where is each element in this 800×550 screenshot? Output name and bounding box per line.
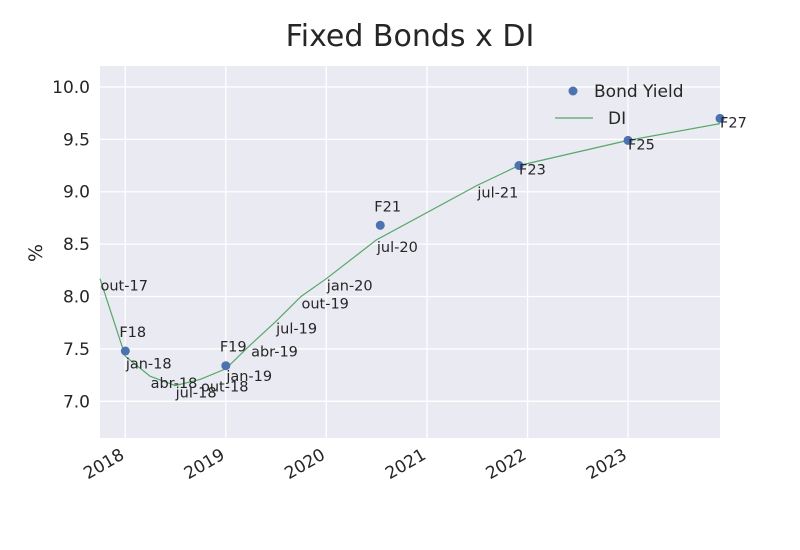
x-tick-label: 2022 (483, 445, 530, 484)
x-tick-label: 2021 (382, 445, 429, 484)
di-point-label: abr-18 (151, 376, 198, 392)
di-point-label: jul-19 (275, 322, 317, 338)
plot-area (100, 66, 720, 438)
bond-point-label: F18 (119, 325, 146, 341)
di-point-label: abr-19 (251, 345, 298, 361)
bond-yield-point (623, 135, 633, 145)
bond-yield-point (715, 113, 725, 123)
x-tick-label: 2019 (181, 445, 228, 484)
di-point-label: jan-20 (326, 279, 373, 295)
grid-lines (100, 66, 720, 438)
bond-yield-series (120, 113, 725, 371)
y-tick-label: 10.0 (52, 78, 90, 98)
y-axis-ticks: 7.0 7.5 8.0 8.5 9.0 9.5 10.0 (52, 78, 90, 412)
chart-title: Fixed Bonds x DI (286, 19, 535, 54)
legend-bond-yield-marker (568, 86, 578, 96)
di-point-label: out-17 (101, 279, 148, 295)
bond-point-label: F23 (519, 163, 546, 179)
y-tick-label: 8.0 (63, 288, 90, 308)
bond-yield-point (375, 220, 385, 230)
di-line (99, 123, 721, 387)
di-point-label: jul-20 (376, 240, 418, 256)
x-tick-label: 2023 (583, 445, 630, 484)
di-point-label: jan-18 (125, 356, 172, 372)
legend-di-label: DI (608, 109, 626, 129)
legend: Bond Yield DI (555, 82, 684, 129)
di-point-label: out-19 (301, 297, 348, 313)
bond-point-label: F27 (720, 115, 747, 131)
x-tick-label: 2018 (80, 445, 127, 484)
bond-point-label: F21 (374, 199, 401, 215)
y-tick-label: 7.0 (63, 392, 90, 412)
x-tick-label: 2020 (281, 445, 328, 484)
x-axis-ticks: 2018 2019 2020 2021 2022 2023 (80, 445, 630, 484)
bond-yield-point (221, 361, 231, 371)
di-series (99, 123, 721, 387)
y-tick-label: 7.5 (63, 340, 90, 360)
di-point-label: jul-18 (175, 386, 217, 402)
legend-bond-yield-label: Bond Yield (594, 82, 684, 102)
di-point-label: jan-19 (225, 369, 272, 385)
di-point-label: jul-21 (476, 185, 518, 201)
y-tick-label: 8.5 (63, 235, 90, 255)
bond-point-label: F19 (220, 340, 247, 356)
bond-yield-point (120, 346, 130, 356)
di-point-label: out-18 (201, 379, 248, 395)
bond-point-label: F25 (628, 137, 655, 153)
bond-yield-point (514, 161, 524, 171)
y-tick-label: 9.0 (63, 183, 90, 203)
y-tick-label: 9.5 (63, 130, 90, 150)
y-axis-label: % (25, 244, 47, 262)
